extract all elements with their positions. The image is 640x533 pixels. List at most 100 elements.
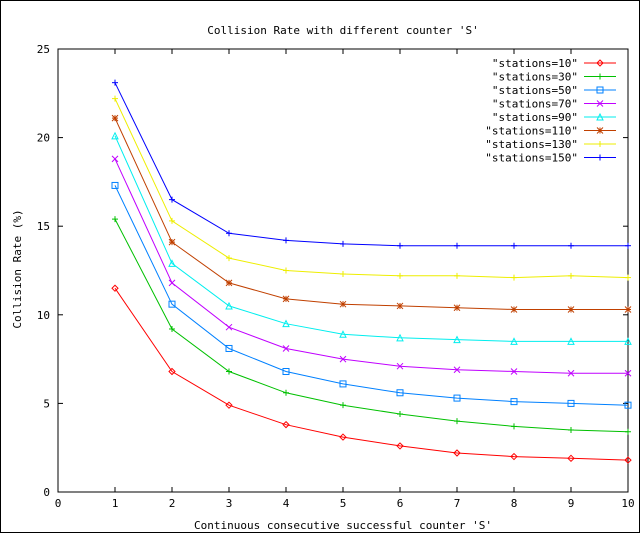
data-point — [339, 433, 347, 441]
data-point — [567, 399, 575, 407]
data-point — [453, 304, 461, 312]
series-line — [114, 117, 628, 310]
data-point — [510, 398, 518, 406]
data-point — [340, 271, 346, 278]
series-8 — [112, 79, 631, 249]
data-point — [225, 301, 233, 310]
data-point — [625, 428, 631, 435]
x-tick-label: 0 — [55, 497, 62, 510]
data-point — [511, 242, 517, 249]
data-point — [339, 355, 347, 363]
data-point — [596, 100, 604, 107]
x-tick-label: 2 — [169, 497, 176, 510]
chart-title: Collision Rate with different counter 'S… — [207, 24, 479, 37]
series-1 — [111, 284, 632, 464]
data-point — [112, 79, 118, 86]
data-point — [568, 242, 574, 249]
data-point — [282, 295, 290, 303]
series-line — [114, 135, 628, 342]
data-point — [510, 337, 518, 345]
series-line — [114, 218, 629, 433]
data-point — [169, 217, 175, 224]
series-line — [114, 185, 629, 406]
data-point — [396, 389, 404, 397]
data-point — [596, 112, 604, 121]
series-6 — [111, 114, 632, 313]
data-point — [225, 401, 233, 409]
data-point — [454, 272, 460, 279]
legend-label: "stations=30" — [492, 71, 578, 84]
data-point — [282, 345, 290, 352]
data-point — [624, 401, 632, 409]
data-point — [510, 452, 518, 461]
data-point — [339, 330, 347, 338]
data-point — [567, 306, 575, 313]
data-point — [510, 306, 518, 313]
data-point — [112, 95, 118, 102]
legend-label: "stations=90" — [492, 111, 578, 124]
x-tick-label: 9 — [568, 497, 575, 510]
data-point — [226, 230, 232, 237]
data-point — [624, 306, 632, 313]
data-point — [283, 267, 289, 274]
y-tick-label: 10 — [37, 309, 50, 322]
data-point — [168, 259, 176, 267]
y-tick-label: 25 — [37, 43, 50, 56]
x-tick-label: 7 — [454, 497, 461, 510]
data-point — [340, 240, 346, 247]
series-line — [114, 82, 628, 247]
x-tick-label: 3 — [226, 497, 233, 510]
data-point — [597, 73, 603, 80]
y-tick-label: 15 — [37, 220, 50, 233]
data-point — [283, 389, 289, 396]
data-point — [397, 272, 403, 279]
data-point — [396, 362, 404, 370]
y-tick-label: 0 — [43, 486, 50, 499]
legend-label: "stations=110" — [485, 125, 578, 138]
data-point — [225, 279, 233, 287]
data-point — [568, 272, 574, 279]
data-point — [396, 442, 404, 450]
x-tick-label: 8 — [511, 497, 518, 510]
data-point — [168, 300, 176, 308]
data-point — [339, 300, 347, 308]
data-point — [596, 86, 604, 94]
data-point — [624, 369, 632, 377]
data-point — [453, 335, 461, 344]
data-point — [111, 114, 119, 122]
y-tick-label: 20 — [37, 132, 50, 145]
data-point — [453, 366, 461, 374]
x-tick-label: 5 — [340, 497, 347, 510]
data-point — [225, 323, 233, 331]
data-point — [226, 255, 232, 262]
data-point — [111, 181, 119, 189]
data-point — [596, 59, 604, 67]
data-point — [567, 369, 575, 377]
data-point — [169, 325, 175, 332]
axis-ticks: 0 1 2 3 4 5 6 7 8 9 10 0 5 10 15 20 25 — [37, 43, 635, 510]
data-point — [567, 337, 575, 345]
data-point — [339, 380, 347, 388]
data-point — [169, 196, 175, 203]
x-tick-label: 6 — [397, 497, 404, 510]
data-point — [397, 242, 403, 249]
x-axis-label: Continuous consecutive successful counte… — [194, 519, 492, 532]
data-point — [397, 411, 403, 418]
data-point — [453, 394, 461, 402]
series-4 — [111, 155, 632, 377]
data-point — [340, 402, 346, 409]
data-point — [567, 454, 575, 463]
data-point — [111, 155, 119, 163]
data-point — [624, 337, 632, 345]
legend-label: "stations=130" — [485, 138, 578, 151]
data-point — [396, 302, 404, 310]
data-point — [112, 216, 118, 223]
series-line — [114, 98, 629, 279]
data-point — [396, 333, 404, 342]
data-point — [625, 242, 631, 249]
data-point — [624, 456, 632, 464]
series-layer — [111, 79, 632, 464]
legend-label: "stations=10" — [492, 57, 578, 70]
data-point — [225, 344, 233, 352]
